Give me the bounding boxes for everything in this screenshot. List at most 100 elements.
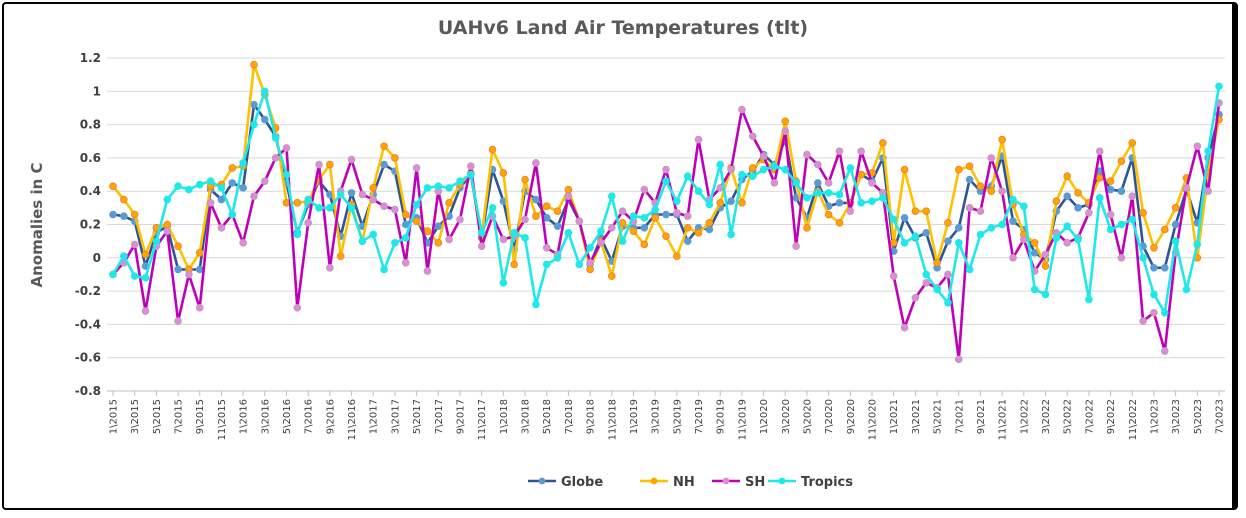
data-point bbox=[1106, 185, 1115, 194]
data-point bbox=[564, 229, 573, 237]
data-point bbox=[152, 237, 161, 245]
data-point bbox=[261, 177, 269, 186]
data-point bbox=[1139, 209, 1147, 217]
data-point bbox=[683, 172, 692, 181]
data-point bbox=[835, 147, 844, 156]
y-tick-label: 0.8 bbox=[80, 118, 101, 132]
data-point bbox=[401, 234, 410, 242]
x-tick-label: 1\2018 bbox=[499, 399, 510, 434]
data-point bbox=[1160, 263, 1169, 272]
data-point bbox=[1182, 285, 1191, 294]
legend-marker bbox=[650, 477, 658, 485]
data-point bbox=[1171, 204, 1180, 212]
data-point bbox=[564, 192, 573, 200]
data-point bbox=[174, 265, 182, 274]
data-point bbox=[293, 303, 302, 312]
data-point bbox=[1020, 202, 1028, 210]
x-tick-label: 3\2023 bbox=[1171, 399, 1182, 434]
data-point bbox=[521, 215, 529, 224]
data-point bbox=[759, 152, 768, 161]
data-point bbox=[532, 212, 540, 220]
data-point bbox=[347, 155, 356, 164]
data-point bbox=[412, 164, 421, 172]
data-point bbox=[369, 195, 378, 204]
data-point bbox=[195, 180, 204, 189]
data-point bbox=[477, 229, 486, 237]
x-tick-label: 11\2016 bbox=[347, 399, 358, 441]
data-point bbox=[456, 215, 464, 224]
y-tick-label: 0.6 bbox=[80, 151, 101, 165]
x-tick-label: 7\2016 bbox=[304, 399, 315, 434]
legend-label: NH bbox=[673, 475, 695, 490]
y-tick-label: 1.2 bbox=[80, 51, 101, 65]
data-point bbox=[412, 217, 421, 225]
data-point bbox=[900, 239, 909, 247]
data-point bbox=[824, 189, 833, 197]
data-point bbox=[911, 232, 920, 240]
data-point bbox=[239, 159, 247, 167]
x-tick-label: 3\2021 bbox=[911, 399, 922, 434]
data-point bbox=[597, 227, 605, 235]
x-tick-label: 5\2017 bbox=[412, 399, 423, 434]
data-point bbox=[488, 145, 497, 154]
data-point bbox=[846, 207, 855, 215]
legend-marker bbox=[778, 477, 786, 485]
data-point bbox=[532, 300, 540, 309]
data-point bbox=[1063, 239, 1071, 247]
x-tick-label: 7\2022 bbox=[1084, 399, 1095, 434]
data-point bbox=[1052, 197, 1061, 205]
data-point bbox=[542, 244, 551, 252]
x-tick-label: 9\2020 bbox=[846, 399, 857, 434]
data-point bbox=[499, 169, 508, 177]
data-point bbox=[1041, 290, 1050, 299]
y-axis-label: Anomalies in C bbox=[28, 162, 46, 287]
data-point bbox=[163, 227, 172, 235]
data-point bbox=[141, 273, 150, 282]
data-point bbox=[933, 258, 941, 267]
data-point bbox=[575, 260, 584, 269]
data-point bbox=[434, 182, 443, 191]
data-point bbox=[1204, 147, 1212, 156]
data-point bbox=[1063, 222, 1071, 230]
data-point bbox=[1215, 82, 1223, 91]
data-point bbox=[434, 239, 443, 247]
data-point bbox=[477, 242, 486, 250]
data-point bbox=[261, 115, 269, 124]
x-tick-label: 1\2022 bbox=[1019, 399, 1030, 434]
data-point bbox=[662, 165, 670, 174]
data-point bbox=[640, 224, 649, 232]
data-point bbox=[748, 172, 757, 181]
data-point bbox=[412, 200, 421, 209]
data-point bbox=[705, 200, 714, 209]
data-point bbox=[174, 242, 182, 250]
data-point bbox=[239, 239, 247, 247]
series-tropics bbox=[109, 82, 1223, 317]
data-point bbox=[889, 215, 898, 224]
data-point bbox=[900, 323, 909, 332]
x-tick-label: 9\2021 bbox=[976, 399, 987, 434]
x-tick-label: 3\2017 bbox=[390, 399, 401, 434]
data-point bbox=[944, 219, 952, 227]
data-point bbox=[1041, 250, 1050, 259]
data-point bbox=[380, 202, 388, 210]
data-point bbox=[521, 234, 529, 242]
data-point bbox=[1171, 220, 1180, 229]
chart-frame bbox=[2, 2, 1238, 510]
data-point bbox=[683, 212, 692, 220]
data-point bbox=[770, 179, 779, 187]
y-tick-label: 0 bbox=[93, 251, 101, 265]
data-point bbox=[1009, 217, 1017, 225]
data-point bbox=[499, 278, 508, 287]
legend-label: Globe bbox=[561, 475, 603, 490]
y-tick-label: -0.4 bbox=[75, 317, 101, 331]
data-point bbox=[542, 260, 551, 269]
x-tick-label: 1\2015 bbox=[109, 399, 120, 434]
y-tick-label: -0.2 bbox=[75, 284, 101, 298]
data-point bbox=[803, 194, 811, 202]
data-point bbox=[889, 272, 898, 280]
data-point bbox=[846, 164, 855, 172]
data-point bbox=[1106, 210, 1115, 219]
data-point bbox=[618, 207, 627, 215]
data-point bbox=[727, 165, 735, 174]
data-point bbox=[336, 252, 345, 260]
